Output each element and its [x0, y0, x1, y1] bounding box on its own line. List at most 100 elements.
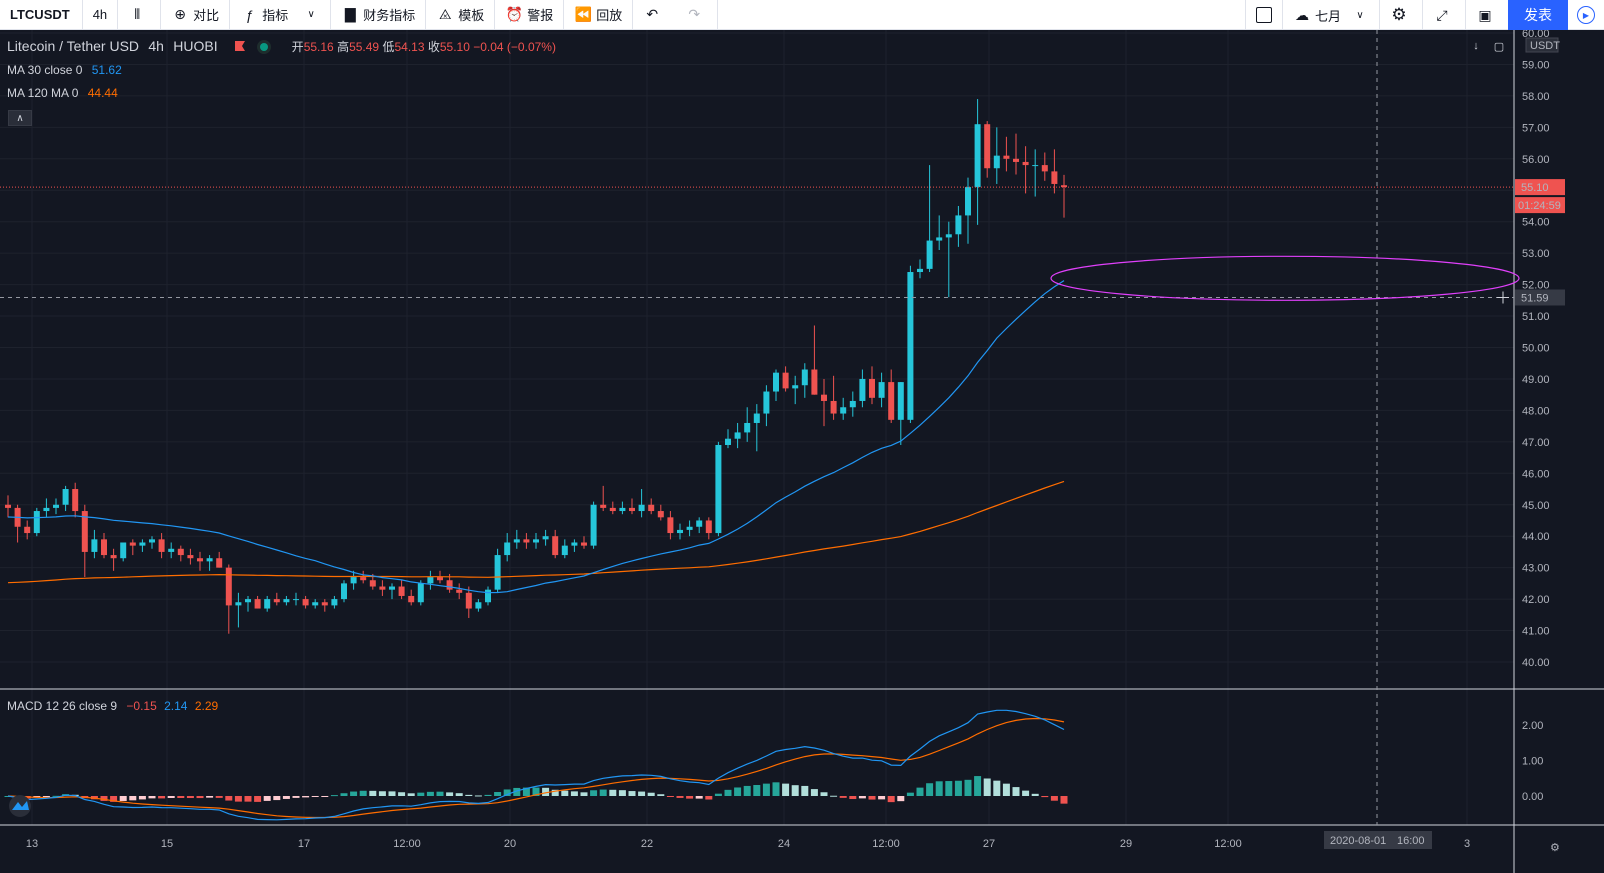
alerts-button[interactable]: ⏰ 警报	[495, 0, 565, 30]
macd-histogram-bar	[743, 785, 751, 796]
price-tick-label: 54.00	[1522, 217, 1550, 229]
candle-body	[648, 504, 655, 512]
financials-label: 财务指标	[363, 8, 416, 23]
ma120-legend[interactable]: MA 120 MA 0 44.44	[7, 86, 118, 100]
ma30-line	[7, 280, 1065, 594]
macd-histogram-bar	[868, 796, 876, 800]
candle-body	[149, 539, 155, 543]
macd-histogram-bar	[282, 796, 290, 799]
candle-body	[91, 539, 98, 552]
chart-area[interactable]: 60.0059.0058.0057.0056.0055.0054.0053.00…	[0, 28, 1604, 873]
macd-histogram-bar	[628, 791, 636, 796]
candle-body	[993, 155, 1000, 169]
price-tick-label: 48.00	[1522, 405, 1550, 417]
toolbar-right: ☁ 七月 ∨ ⚙ ⤢ ▣ 发表 ▶	[1244, 0, 1604, 30]
indicators-button[interactable]: ƒ 指标 ∨	[230, 0, 332, 30]
chart-background	[0, 30, 1604, 873]
macd-histogram-bar	[100, 796, 108, 801]
candle-body	[629, 507, 635, 512]
candle-body	[1041, 165, 1048, 172]
candle-body	[801, 369, 808, 386]
open-label: 开	[291, 40, 304, 54]
chevron-up-icon: ∧	[16, 112, 24, 124]
candle-body	[417, 583, 424, 603]
macd-histogram-bar	[772, 782, 780, 796]
candle-body	[744, 422, 751, 433]
scroll-down-button[interactable]: ↓	[1467, 38, 1485, 54]
macd-histogram-bar	[551, 789, 559, 796]
settings-button[interactable]: ⚙	[1379, 0, 1422, 30]
macd-histogram-bar	[484, 794, 492, 796]
candle-body	[773, 372, 779, 392]
macd-histogram-bar	[330, 795, 338, 797]
chart-type-button[interactable]: ⫴	[118, 0, 162, 30]
candle-body	[331, 599, 338, 606]
price-tick-label: 40.00	[1522, 657, 1550, 669]
candle-body	[158, 539, 165, 552]
ma30-legend[interactable]: MA 30 close 0 51.62	[7, 63, 122, 77]
candle-body	[677, 529, 683, 534]
templates-button[interactable]: ⨻ 模板	[426, 0, 496, 30]
ma120-label: MA 120 MA 0	[7, 86, 79, 100]
macd-histogram-bar	[983, 778, 991, 796]
fullscreen-button[interactable]: ⤢	[1422, 0, 1465, 30]
price-tick-label: 56.00	[1522, 154, 1550, 166]
macd-histogram-bar	[465, 794, 473, 796]
macd-histogram-bar	[570, 791, 578, 796]
price-tick-label: 46.00	[1522, 468, 1550, 480]
time-tick-label: 12:00	[872, 838, 900, 850]
interval-button[interactable]: 4h	[83, 0, 119, 30]
macd-legend[interactable]: MACD 12 26 close 9 −0.15 2.14 2.29	[7, 699, 218, 713]
redo-button[interactable]: ↷	[675, 0, 719, 30]
symbol-search-button[interactable]: LTCUSDT	[0, 0, 83, 30]
plus-circle-icon: ⊕	[174, 6, 187, 22]
candle-body	[129, 542, 136, 546]
macd-signal-line	[7, 717, 1065, 819]
price-tick-label: 50.00	[1522, 343, 1550, 355]
candle-body	[235, 602, 242, 606]
snapshot-button[interactable]: ▣	[1465, 0, 1508, 30]
macd-histogram-bar	[993, 780, 1001, 796]
candle-body	[206, 558, 213, 562]
candle-body	[725, 438, 731, 445]
candle-body	[811, 369, 818, 395]
candle-body	[24, 526, 31, 534]
candle-body	[53, 504, 59, 508]
play-button[interactable]: ▶	[1568, 0, 1604, 30]
undo-button[interactable]: ↶	[633, 0, 675, 30]
ma30-label: MA 30 close 0	[7, 63, 83, 77]
layout-name-button[interactable]: ☁ 七月 ∨	[1281, 0, 1379, 30]
crosshair-price-label: 51.59	[1521, 292, 1549, 304]
macd-histogram-bar	[801, 785, 809, 796]
candle-body	[264, 599, 271, 609]
macd-histogram-bar	[359, 790, 367, 796]
price-tick-label: 43.00	[1522, 563, 1550, 575]
candle-body	[120, 542, 127, 559]
replay-button[interactable]: ⏪ 回放	[564, 0, 634, 30]
financials-button[interactable]: ▇ 财务指标	[331, 0, 427, 30]
candle-body	[696, 520, 703, 527]
flag-icon[interactable]	[234, 41, 245, 51]
candle-body	[657, 511, 664, 518]
price-tick-label: 44.00	[1522, 531, 1550, 543]
macd-histogram-bar	[599, 789, 607, 796]
time-tick-label: 27	[983, 838, 995, 850]
macd-histogram-bar	[695, 796, 703, 799]
maximize-pane-button[interactable]: ▢	[1490, 38, 1508, 54]
macd-histogram-bar	[618, 790, 626, 796]
macd-histogram-bar	[378, 791, 386, 796]
chart-canvas[interactable]: 60.0059.0058.0057.0056.0055.0054.0053.00…	[0, 28, 1604, 873]
chevron-down-icon[interactable]: ∨	[307, 9, 315, 20]
candle-body	[312, 602, 319, 606]
candle-body	[273, 599, 280, 603]
macd-histogram-bar	[369, 790, 377, 796]
maximize-icon: ▢	[1493, 40, 1505, 53]
collapse-legend-button[interactable]: ∧	[8, 110, 32, 126]
publish-button[interactable]: 发表	[1508, 0, 1568, 30]
fullscreen-layout-button[interactable]	[1244, 0, 1282, 30]
candle-body	[715, 444, 722, 534]
candle-body	[897, 382, 904, 420]
compare-button[interactable]: ⊕ 对比	[161, 0, 231, 30]
macd-tick-label: 1.00	[1522, 756, 1543, 768]
rewind-icon: ⏪	[574, 6, 592, 22]
